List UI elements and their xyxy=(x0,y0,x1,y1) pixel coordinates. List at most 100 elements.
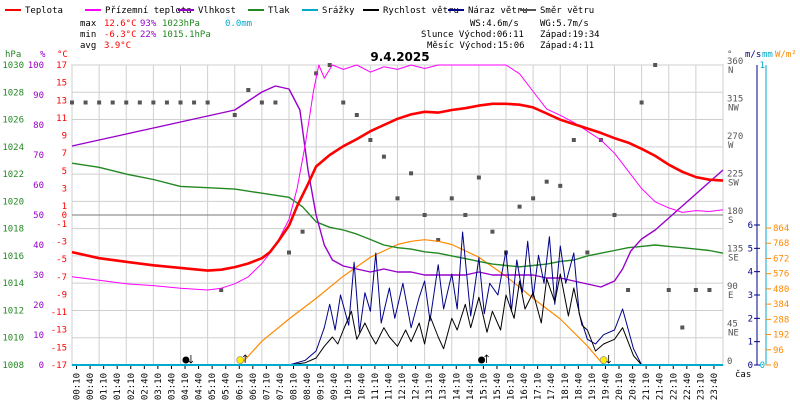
wind-direction-point xyxy=(97,100,102,105)
x-tick-label: 08:10 xyxy=(290,373,300,400)
tick-label-degc: 3 xyxy=(62,185,67,195)
legend: Teplota Přízemní teplota Vlhkost Tlak Srážky… xyxy=(5,6,594,16)
tick-label-compass: SE xyxy=(728,254,739,264)
marker-moonset xyxy=(182,356,190,364)
wind-direction-point xyxy=(558,183,563,188)
stats-min-label: min xyxy=(80,30,96,40)
tick-label-compass: E xyxy=(728,291,733,301)
info-block: WS:4.6m/s WG:5.7m/s Slunce Východ:06:11 … xyxy=(421,19,600,51)
stats-avg-label: avg xyxy=(80,41,96,51)
x-tick-label: 00:10 xyxy=(73,373,83,400)
marker-moonrise xyxy=(478,356,486,364)
marker-arrow xyxy=(242,354,248,363)
x-tick-label: 02:10 xyxy=(127,373,137,400)
wind-direction-point xyxy=(192,100,197,105)
sun-moon-markers xyxy=(182,354,611,364)
tick-label-degc: -9 xyxy=(56,290,67,300)
legend-item: Přízemní teplota xyxy=(105,6,192,16)
tick-label-pct: 10 xyxy=(33,331,44,341)
y-axes: 1008101010121014101610181020102210241026… xyxy=(2,57,789,371)
wind-direction-point xyxy=(341,100,346,105)
tick-label-pct: 40 xyxy=(33,241,44,251)
tick-label-degc: 7 xyxy=(62,149,67,159)
tick-label-degc: -17 xyxy=(51,361,67,371)
wind-direction-point xyxy=(449,196,454,201)
stats-max-press: 1023hPa xyxy=(162,19,200,29)
wind-direction-point xyxy=(137,100,142,105)
tick-label-mm: 0 xyxy=(760,361,765,371)
x-tick-label: 09:40 xyxy=(330,373,340,400)
tick-label-pct: 90 xyxy=(33,91,44,101)
tick-label-compass: NE xyxy=(728,329,739,339)
x-tick-label: 10:40 xyxy=(357,373,367,400)
tick-label-hpa: 1030 xyxy=(2,61,24,71)
tick-label-hpa: 1010 xyxy=(2,334,24,344)
tick-label-pct: 100 xyxy=(28,61,44,71)
x-tick-label: 17:40 xyxy=(547,373,557,400)
info-moon: Měsíc Východ:15:06 xyxy=(427,41,525,51)
wind-direction-point xyxy=(219,288,224,292)
series-solar xyxy=(239,239,605,366)
tick-label-degc: -13 xyxy=(51,326,67,336)
wind-direction-point xyxy=(490,229,495,234)
tick-label-degc: -3 xyxy=(56,237,67,247)
wind-direction-point xyxy=(151,100,156,105)
tick-label-degc: 9 xyxy=(62,132,67,142)
tick-label-hpa: 1026 xyxy=(2,116,24,126)
plot-area xyxy=(70,63,724,366)
x-tick-label: 02:40 xyxy=(140,373,150,400)
tick-label-ms: 0 xyxy=(748,361,753,371)
wind-direction-point xyxy=(531,196,536,201)
stats-max-label: max xyxy=(80,19,97,29)
tick-label-degc: 13 xyxy=(56,96,67,106)
tick-label-deg: 360 xyxy=(727,57,743,67)
legend-item: Vlhkost xyxy=(198,6,236,16)
marker-sunrise xyxy=(236,356,245,364)
tick-label-hpa: 1012 xyxy=(2,306,24,316)
wind-direction-point xyxy=(232,113,237,117)
wind-direction-point xyxy=(680,325,685,330)
x-tick-label: 23:40 xyxy=(710,373,720,400)
x-tick-label: 18:10 xyxy=(561,373,571,400)
x-tick-label: 10:10 xyxy=(344,373,354,400)
axis-unit-mm: mm xyxy=(762,50,773,60)
wind-direction-point xyxy=(585,250,590,255)
axis-unit-pct: % xyxy=(40,50,46,60)
series-ground-temperature xyxy=(71,64,724,291)
x-tick-label: 03:40 xyxy=(167,373,177,400)
marker-arrow xyxy=(484,354,489,363)
tick-label-wm: 96 xyxy=(773,346,784,356)
wind-direction-point xyxy=(327,63,332,67)
x-tick-label: 21:10 xyxy=(642,373,652,400)
tick-label-wm: 384 xyxy=(773,300,789,310)
tick-label-ms: 5 xyxy=(748,244,753,254)
x-tick-label: 11:40 xyxy=(384,373,394,400)
wind-direction-point xyxy=(409,171,414,176)
tick-label-ms: 3 xyxy=(748,291,753,301)
tick-label-deg: 0 xyxy=(727,357,732,367)
x-tick-label: 13:40 xyxy=(439,373,449,400)
x-tick-label: 06:10 xyxy=(235,373,245,400)
stats-max-temp: 12.6°C xyxy=(104,19,137,29)
x-tick-label: 19:40 xyxy=(601,373,611,400)
wind-direction-point xyxy=(124,100,129,105)
axis-unit-degc: °C xyxy=(57,50,68,60)
wind-direction-point xyxy=(707,288,712,292)
x-tick-label: 06:40 xyxy=(249,373,259,400)
stats-min-temp: -6.3°C xyxy=(104,30,137,40)
legend-item: Náraz větru xyxy=(468,6,528,16)
info-moon-set: Západ:4:11 xyxy=(540,41,594,51)
tick-label-degc: -1 xyxy=(56,220,67,230)
wind-direction-point xyxy=(571,138,576,142)
info-ws: WS:4.6m/s xyxy=(470,19,519,29)
legend-item: Teplota xyxy=(25,6,63,16)
wind-direction-point xyxy=(381,154,386,159)
tick-label-deg: 270 xyxy=(727,132,743,142)
tick-label-degc: 0 xyxy=(62,211,67,221)
marker-arrow xyxy=(188,355,194,364)
tick-label-hpa: 1020 xyxy=(2,197,24,207)
tick-label-wm: 0 xyxy=(773,361,778,371)
tick-label-wm: 864 xyxy=(773,224,789,234)
legend-item: Tlak xyxy=(268,6,290,16)
x-tick-label: 13:10 xyxy=(425,373,435,400)
